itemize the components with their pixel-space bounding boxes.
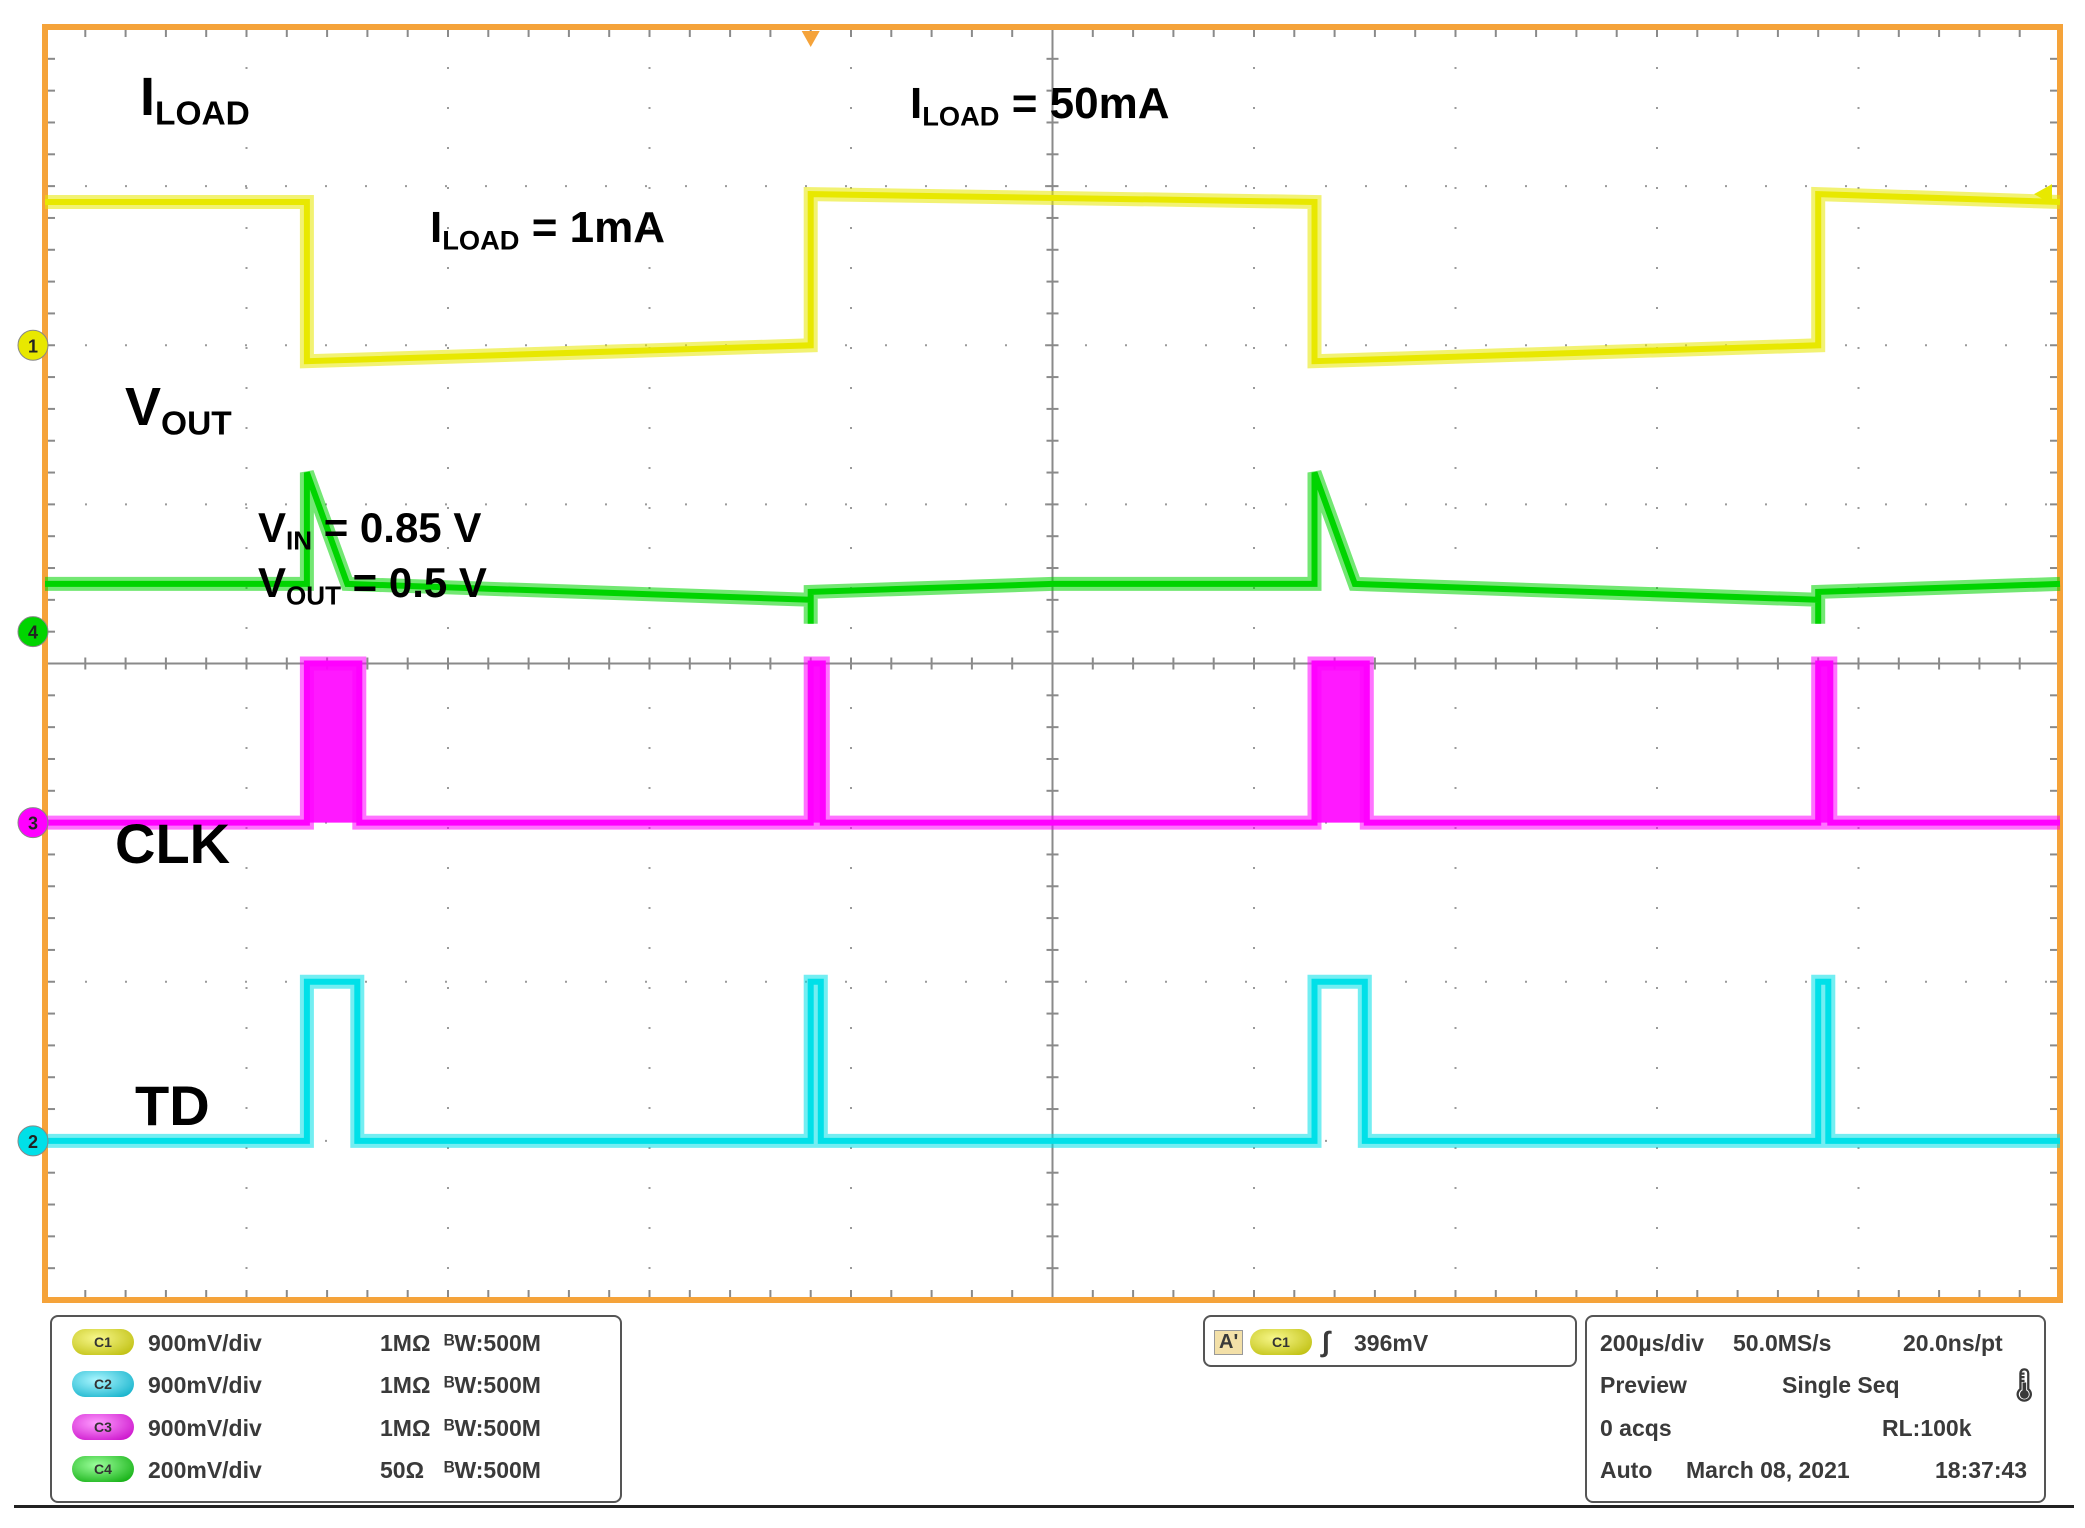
channel-markers: 1 4 3 2 <box>17 184 2052 1157</box>
iload-label: ILOAD <box>140 67 250 133</box>
acquisition-state: Preview <box>1600 1372 1687 1398</box>
channel-2-scale: 900mV/div <box>148 1372 262 1398</box>
clk-pulse <box>1818 663 1831 823</box>
channel-1-impedance: 1MΩ <box>380 1330 431 1356</box>
clk-pulse <box>810 663 823 823</box>
waveform-traces <box>45 186 2061 1148</box>
sample-rate: 50.0MS/s <box>1733 1330 1832 1356</box>
time-per-division: 200µs/div <box>1600 1330 1705 1356</box>
channel-settings-panel <box>50 1315 622 1503</box>
channel-1-offscreen-arrow <box>2034 184 2052 205</box>
channel-1-marker <box>17 329 49 361</box>
rising-edge-icon: ∫ <box>1322 1326 1330 1357</box>
channel-2-pill[interactable]: C2 <box>72 1371 134 1397</box>
clk-pulse <box>306 663 360 823</box>
trigger-level: 396mV <box>1354 1330 1429 1356</box>
channel-3-marker-label: 3 <box>28 814 38 834</box>
acquisition-count: 0 acqs <box>1600 1415 1672 1441</box>
channel-1-scale: 900mV/div <box>148 1330 262 1356</box>
trigger-position-marker <box>801 31 820 47</box>
channel-2-marker <box>17 1125 49 1157</box>
td-label: TD <box>135 1074 210 1137</box>
channel-3-marker <box>17 807 49 839</box>
bottom-rule <box>14 1505 2074 1508</box>
channel-1-pill[interactable]: C1 <box>72 1329 134 1355</box>
trace-vout <box>45 471 2061 624</box>
clk-label: CLK <box>115 812 231 875</box>
channel-4-scale: 200mV/div <box>148 1457 262 1483</box>
channel-4-bandwidth: ᴮW:500M <box>444 1457 541 1483</box>
trigger-source-pill[interactable]: C1 <box>1250 1329 1312 1355</box>
channel-3-bandwidth: ᴮW:500M <box>444 1415 541 1441</box>
channel-2-impedance: 1MΩ <box>380 1372 431 1398</box>
channel-3-impedance: 1MΩ <box>380 1415 431 1441</box>
channel-4-impedance: 50Ω <box>380 1457 425 1483</box>
iload-low-annotation: ILOAD = 1mA <box>430 203 665 256</box>
channel-4-pill[interactable]: C4 <box>72 1456 134 1482</box>
acquisition-date: March 08, 2021 <box>1686 1457 1850 1483</box>
channel-1-marker-label: 1 <box>28 336 38 356</box>
vout-label: VOUT <box>125 377 232 443</box>
acquisition-time: 18:37:43 <box>1935 1457 2028 1483</box>
channel-1-bandwidth: ᴮW:500M <box>444 1330 541 1356</box>
acquisition-mode: Single Seq <box>1782 1372 1900 1398</box>
channel-4-marker <box>17 616 49 648</box>
graticule <box>42 24 2063 1303</box>
time-resolution: 20.0ns/pt <box>1903 1330 2003 1356</box>
channel-2-marker-label: 2 <box>28 1132 38 1152</box>
trigger-mode-label: A' <box>1214 1330 1244 1355</box>
trace-iload <box>45 191 2061 365</box>
timebase-panel <box>1585 1315 2046 1503</box>
record-length: RL:100k <box>1882 1415 1972 1441</box>
trace-td <box>45 978 2060 1144</box>
plot-frame <box>42 24 2063 1303</box>
clk-pulse <box>1314 663 1367 823</box>
channel-2-bandwidth: ᴮW:500M <box>444 1372 541 1398</box>
trigger-mode: Auto <box>1600 1457 1653 1483</box>
thermometer-icon: 🌡 <box>2004 1367 2045 1403</box>
vout-condition: VOUT = 0.5 V <box>258 559 487 611</box>
iload-high-annotation: ILOAD = 50mA <box>910 79 1170 132</box>
channel-3-pill[interactable]: C3 <box>72 1414 134 1440</box>
channel-4-marker-label: 4 <box>28 623 38 643</box>
channel-3-scale: 900mV/div <box>148 1415 262 1441</box>
vin-condition: VIN = 0.85 V <box>258 504 482 556</box>
